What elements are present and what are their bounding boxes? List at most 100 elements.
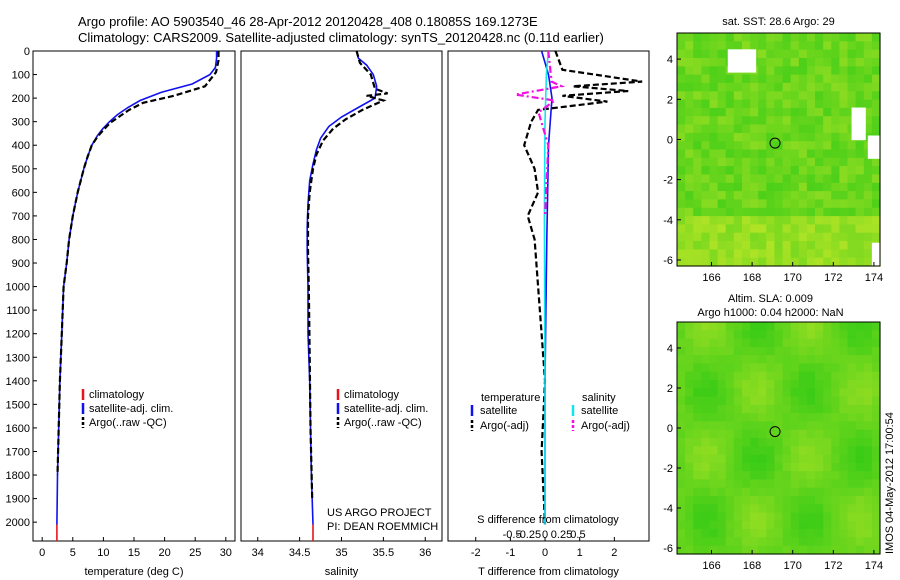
map-cell — [717, 413, 727, 422]
map-cell — [717, 33, 727, 42]
map-cell — [831, 33, 840, 42]
map-cell — [798, 199, 808, 209]
map-cell — [677, 224, 686, 234]
map-cell — [782, 446, 792, 456]
map-cell — [717, 207, 727, 217]
map-cell — [831, 174, 840, 184]
map-cell — [782, 174, 792, 184]
map-cell — [790, 429, 800, 439]
map-cell — [733, 116, 743, 126]
map-cell — [806, 41, 816, 51]
map-cell — [798, 33, 808, 42]
map-cell — [750, 371, 759, 381]
map-cell — [750, 537, 759, 547]
map-cell — [871, 41, 881, 51]
map-cell — [709, 504, 719, 514]
map-cell — [798, 141, 808, 151]
map-cell — [815, 191, 824, 200]
map-cell — [831, 257, 840, 267]
map-cell — [823, 388, 832, 398]
map-cell — [766, 91, 775, 101]
map-cell — [685, 157, 694, 167]
map-cell — [685, 462, 694, 472]
sla-map-title: Altim. SLA: 0.009 — [728, 293, 813, 305]
map-cell — [839, 199, 849, 209]
map-cell — [871, 191, 881, 200]
map-cell — [685, 479, 694, 489]
map-cell — [831, 520, 840, 530]
map-cell — [782, 49, 792, 59]
map-cell — [790, 157, 800, 167]
map-cell — [750, 149, 759, 159]
map-cell — [709, 132, 719, 142]
map-cell — [725, 479, 735, 489]
map-cell — [717, 199, 727, 209]
map-cell — [693, 504, 702, 514]
map-cell — [863, 487, 873, 497]
map-cell — [717, 82, 727, 92]
map-cell — [717, 388, 727, 398]
map-cell — [733, 396, 743, 406]
map-cell — [701, 157, 711, 167]
map-cell — [823, 224, 832, 234]
map-cell — [677, 471, 686, 480]
map-cell — [806, 49, 816, 59]
map-cell — [823, 216, 832, 225]
map-cell — [733, 232, 743, 242]
map-cell — [831, 249, 840, 259]
map-cell — [847, 355, 857, 364]
map-cell — [742, 388, 751, 398]
map-cell — [766, 224, 775, 234]
map-cell — [815, 58, 824, 67]
map-cell — [733, 545, 743, 555]
map-cell — [831, 454, 840, 464]
map-cell — [766, 338, 775, 348]
map-cell — [701, 545, 711, 555]
map-cell — [725, 141, 735, 151]
map-cell — [750, 520, 759, 530]
map-cell — [774, 363, 784, 373]
map-cell — [733, 174, 743, 184]
map-cell — [815, 224, 824, 234]
map-cell — [790, 438, 800, 447]
map-cell — [693, 545, 702, 555]
map-cell — [742, 232, 751, 242]
map-cell — [863, 241, 873, 250]
map-cell — [790, 512, 800, 522]
map-cell — [701, 529, 711, 538]
map-cell — [685, 257, 694, 267]
map-cell — [823, 107, 832, 117]
legend-label: Argo(..raw -QC) — [89, 417, 167, 429]
map-cell — [733, 224, 743, 234]
map-cell — [766, 232, 775, 242]
difference-profile-xtick-label: -1 — [505, 547, 515, 559]
map-cell — [701, 249, 711, 259]
map-cell — [742, 496, 751, 505]
map-cell — [717, 338, 727, 348]
sla-map-xtick-label: 170 — [784, 560, 802, 572]
map-cell — [839, 182, 849, 192]
map-cell — [685, 363, 694, 373]
map-cell — [717, 41, 727, 51]
sla-map-ytick-label: 0 — [667, 423, 673, 435]
map-cell — [839, 82, 849, 92]
map-cell — [782, 504, 792, 514]
map-cell — [717, 124, 727, 134]
map-cell — [701, 82, 711, 92]
map-cell — [758, 322, 767, 331]
map-cell — [733, 454, 743, 464]
map-cell — [701, 454, 711, 464]
map-cell — [831, 224, 840, 234]
map-cell — [701, 116, 711, 126]
map-cell — [742, 363, 751, 373]
map-cell — [774, 388, 784, 398]
map-cell — [677, 438, 686, 447]
map-cell — [701, 496, 711, 505]
map-cell — [677, 520, 686, 530]
map-cell — [758, 346, 767, 356]
temperature-profile-xtick-label: 25 — [189, 547, 201, 559]
map-cell — [717, 174, 727, 184]
map-cell — [709, 58, 719, 67]
map-cell — [847, 257, 857, 267]
map-cell — [847, 58, 857, 67]
